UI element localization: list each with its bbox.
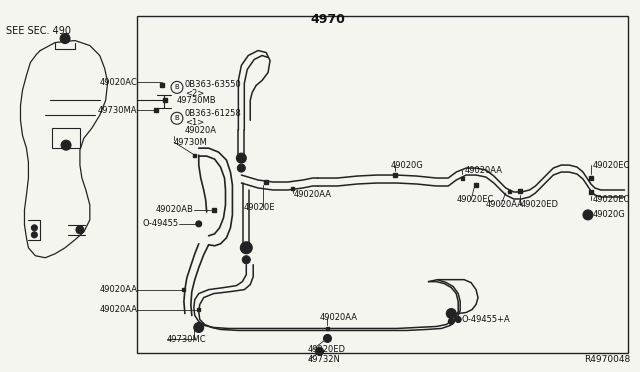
Text: 49020ED: 49020ED	[308, 345, 346, 354]
Text: B: B	[175, 84, 179, 90]
Text: 49020EC: 49020EC	[456, 195, 493, 205]
Circle shape	[316, 347, 324, 355]
Text: 49020G: 49020G	[391, 161, 424, 170]
Text: 49020ED: 49020ED	[520, 201, 559, 209]
Circle shape	[236, 153, 246, 163]
Text: 49020A: 49020A	[185, 126, 217, 135]
Bar	[52, 128, 80, 148]
Text: 49020AA: 49020AA	[294, 190, 332, 199]
Circle shape	[446, 308, 456, 318]
Circle shape	[76, 226, 84, 234]
Text: 49020E: 49020E	[243, 203, 275, 212]
Text: 49020AA: 49020AA	[319, 313, 358, 322]
Bar	[163, 98, 167, 102]
Bar	[154, 108, 158, 112]
Circle shape	[31, 225, 37, 231]
Circle shape	[243, 256, 250, 264]
Bar	[589, 176, 593, 180]
Text: 49020AA: 49020AA	[99, 285, 138, 294]
Circle shape	[241, 242, 252, 254]
Text: R4970048: R4970048	[584, 355, 630, 364]
Bar	[182, 288, 186, 291]
Text: 49730MA: 49730MA	[98, 106, 138, 115]
Text: 49020G: 49020G	[593, 211, 626, 219]
Text: 49020EC: 49020EC	[593, 161, 630, 170]
Text: 49020AC: 49020AC	[100, 78, 138, 87]
Bar	[264, 180, 268, 184]
Text: SEE SEC. 490: SEE SEC. 490	[6, 26, 70, 36]
Bar	[137, 16, 628, 353]
Text: <1>: <1>	[185, 118, 204, 127]
Bar	[474, 183, 478, 187]
Circle shape	[60, 33, 70, 44]
Bar	[518, 189, 522, 193]
Circle shape	[237, 164, 245, 172]
Circle shape	[61, 140, 71, 150]
Bar	[508, 190, 511, 193]
Text: 49020AA: 49020AA	[464, 166, 502, 174]
Text: 49730M: 49730M	[174, 138, 208, 147]
Text: 49020AB: 49020AB	[156, 205, 194, 214]
Bar	[589, 190, 593, 194]
Text: 49730MB: 49730MB	[177, 96, 216, 105]
Text: 0B363-61258: 0B363-61258	[185, 109, 242, 118]
Text: O-49455: O-49455	[143, 219, 179, 228]
Text: 0B363-63550: 0B363-63550	[185, 80, 242, 89]
Text: <2>: <2>	[185, 89, 204, 98]
Circle shape	[196, 221, 202, 227]
Circle shape	[194, 323, 204, 333]
Bar	[212, 208, 216, 212]
Bar	[326, 327, 329, 330]
Text: 49020EC: 49020EC	[593, 195, 630, 205]
Text: B: B	[175, 115, 179, 121]
Circle shape	[31, 232, 37, 238]
Bar	[193, 154, 196, 157]
Text: 49020AA: 49020AA	[99, 305, 138, 314]
Circle shape	[324, 334, 332, 342]
Text: 49020AA: 49020AA	[486, 201, 524, 209]
Bar	[393, 173, 397, 177]
Circle shape	[583, 210, 593, 220]
Circle shape	[455, 317, 461, 323]
Bar	[461, 177, 463, 180]
Text: 49732N: 49732N	[308, 355, 340, 364]
Text: O-49455+A: O-49455+A	[461, 315, 510, 324]
Text: 4970: 4970	[310, 13, 345, 26]
Circle shape	[448, 318, 454, 324]
Bar	[160, 83, 164, 87]
Bar	[291, 187, 294, 190]
Bar	[197, 308, 200, 311]
Text: 49730MC: 49730MC	[167, 335, 207, 344]
